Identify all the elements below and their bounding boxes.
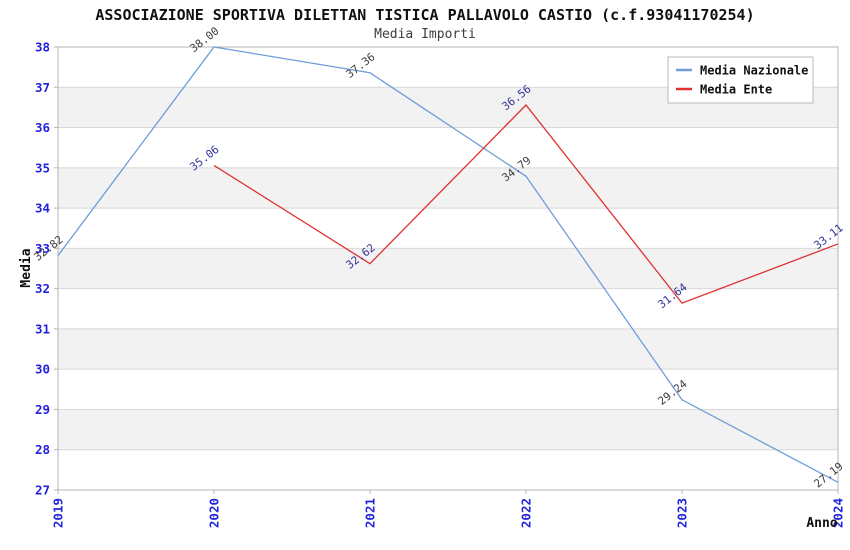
y-tick-label: 30 xyxy=(35,362,50,377)
x-tick-label: 2020 xyxy=(207,498,222,528)
grid-band xyxy=(58,409,838,450)
x-tick-label: 2021 xyxy=(363,498,378,528)
legend-box xyxy=(667,56,814,104)
grid-band xyxy=(58,449,838,490)
y-tick-label: 27 xyxy=(35,483,50,498)
y-tick-label: 33 xyxy=(35,241,50,256)
legend-label: Media Ente xyxy=(700,83,772,97)
y-tick-label: 37 xyxy=(35,80,50,95)
x-tick-label: 2022 xyxy=(519,498,534,528)
y-tick-label: 28 xyxy=(35,442,50,457)
series-line-media-nazionale xyxy=(57,46,839,483)
x-tick-label: 2019 xyxy=(51,498,66,528)
y-tick-label: 38 xyxy=(35,40,50,55)
y-tick-label: 34 xyxy=(35,201,50,216)
x-tick-label: 2023 xyxy=(675,498,690,528)
x-tick-label: 2024 xyxy=(831,498,846,528)
series-line-media-ente xyxy=(213,104,839,304)
legend-label: Media Nazionale xyxy=(700,64,808,78)
y-tick-label: 35 xyxy=(35,160,50,175)
y-tick-label: 36 xyxy=(35,120,50,135)
y-axis-label: Media xyxy=(19,248,34,287)
grid-band xyxy=(58,248,838,289)
y-tick-label: 29 xyxy=(35,402,50,417)
chart-subtitle: Media Importi xyxy=(374,27,476,42)
y-tick-label: 31 xyxy=(35,321,50,336)
grid-band xyxy=(58,369,838,410)
chart-title: ASSOCIAZIONE SPORTIVA DILETTAN TISTICA P… xyxy=(95,6,755,24)
grid-band xyxy=(58,167,838,209)
grid-band xyxy=(58,208,838,249)
y-tick-label: 32 xyxy=(35,281,50,296)
grid-band xyxy=(58,328,838,370)
plot-border xyxy=(57,46,839,491)
grid-band xyxy=(58,288,838,329)
grid-band xyxy=(58,127,838,168)
x-axis-label: Anno xyxy=(806,516,837,531)
